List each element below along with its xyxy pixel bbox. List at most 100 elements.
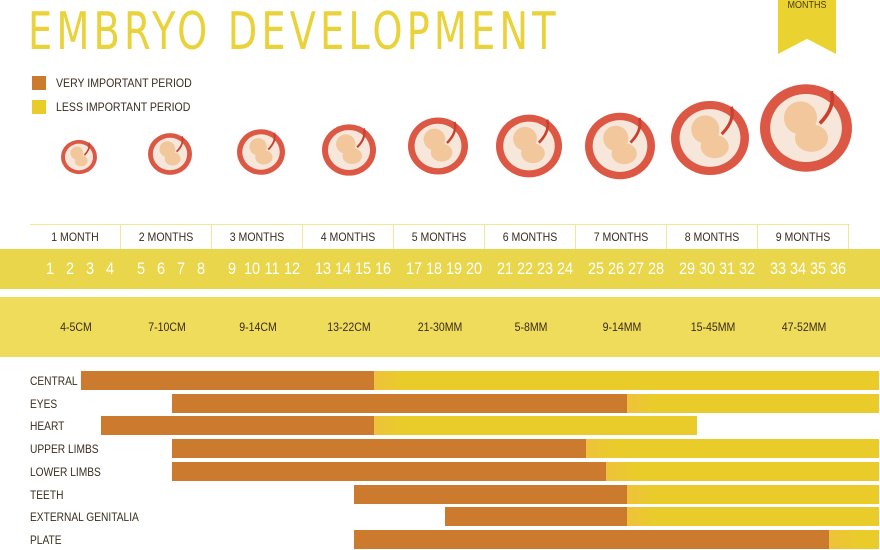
week-number: 35 (809, 259, 827, 278)
month-label: 2 MONTHS (138, 230, 194, 244)
legend-item-very-important: VERY IMPORTANT PERIOD (32, 71, 210, 95)
embryo-size-6: 5-8MM (514, 320, 547, 334)
legend-item-less-important: LESS IMPORTANT PERIOD (32, 95, 210, 119)
month-label: 3 MONTHS (229, 230, 285, 244)
embryo-month-3-illustration (237, 129, 285, 175)
week-number: 16 (374, 259, 392, 278)
embryo-size-2: 7-10CM (147, 320, 186, 334)
embryo-month-1-illustration (61, 139, 97, 175)
week-number: 31 (718, 259, 736, 278)
months-ribbon: MONTHS (778, 0, 836, 54)
embryo-month-5-illustration (408, 117, 468, 175)
very-important-bar (80, 371, 374, 390)
embryo-month-6-illustration (496, 114, 562, 178)
very-important-bar (171, 461, 607, 481)
week-number: 2 (65, 259, 75, 278)
week-number: 6 (156, 259, 166, 278)
organ-label-4: UPPER LIMBS (30, 442, 99, 457)
less-important-bar (373, 416, 698, 436)
less-important-bar (373, 371, 880, 390)
week-number: 22 (516, 259, 534, 278)
embryo-size-5: 21-30MM (417, 320, 462, 334)
embryo-month-7-illustration (585, 112, 655, 180)
page-title: EMBRYO DEVELOPMENT (28, 2, 560, 62)
week-number: 19 (445, 259, 463, 278)
month-label: 4 MONTHS (320, 230, 376, 244)
less-important-bar (626, 393, 880, 413)
legend-swatch-less-important (32, 100, 46, 114)
month-label: 9 MONTHS (775, 230, 831, 244)
embryo-month-2-illustration (148, 133, 192, 175)
organ-label-7: EXTERNAL GENITALIA (30, 510, 139, 525)
organ-label-2: EYES (30, 396, 58, 411)
week-number: 9 (227, 259, 237, 278)
week-number: 5 (136, 259, 146, 278)
week-number: 33 (769, 259, 787, 278)
month-label: 5 MONTHS (411, 230, 467, 244)
week-number: 3 (85, 259, 95, 278)
week-number: 4 (105, 259, 115, 278)
embryo-size-1: 4-5CM (59, 320, 92, 334)
week-number: 15 (354, 259, 372, 278)
week-number: 26 (607, 259, 625, 278)
month-header-5: 5 MONTHS (394, 225, 485, 249)
week-number: 11 (264, 259, 280, 278)
week-number: 28 (647, 259, 665, 278)
embryo-size-9: 47-52MM (781, 320, 826, 334)
very-important-bar (353, 484, 627, 504)
embryo-size-7: 9-14MM (602, 320, 641, 334)
week-number: 36 (829, 259, 847, 278)
week-number: 34 (789, 259, 807, 278)
month-header-1: 1 MONTH (30, 225, 121, 249)
embryo-size-band: 4-5CM 7-10CM 9-14CM 13-22CM 21-30MM 5-8MM 9-14… (0, 297, 880, 357)
organ-label-5: LOWER LIMBS (30, 464, 101, 479)
very-important-bar (444, 507, 627, 527)
week-number: 8 (196, 259, 206, 278)
week-number: 17 (405, 259, 423, 278)
week-number: 18 (425, 259, 443, 278)
ribbon-label: MONTHS (787, 0, 827, 11)
month-label: 7 MONTHS (593, 230, 649, 244)
embryo-size-8: 15-45MM (690, 320, 735, 334)
month-header-6: 6 MONTHS (485, 225, 576, 249)
month-label: 1 MONTH (51, 230, 99, 244)
week-number: 10 (243, 259, 261, 278)
month-header-row: 1 MONTH 2 MONTHS 3 MONTHS 4 MONTHS 5 MONTHS 6… (30, 224, 850, 249)
week-number: 23 (536, 259, 554, 278)
week-number: 25 (587, 259, 605, 278)
week-number: 13 (314, 259, 332, 278)
very-important-bar (171, 393, 627, 413)
month-label: 8 MONTHS (684, 230, 740, 244)
week-number: 21 (496, 259, 514, 278)
legend-swatch-very-important (32, 76, 46, 90)
week-number: 29 (678, 259, 696, 278)
very-important-bar (353, 529, 829, 549)
week-number: 7 (176, 259, 186, 278)
legend-label-very-important: VERY IMPORTANT PERIOD (56, 76, 192, 90)
embryo-month-9-illustration (760, 84, 852, 172)
month-header-4: 4 MONTHS (303, 225, 394, 249)
embryo-month-4-illustration (322, 124, 376, 176)
embryo-size-3: 9-14CM (238, 320, 277, 334)
less-important-bar (626, 507, 880, 527)
organ-label-6: TEETH (30, 487, 64, 502)
legend: VERY IMPORTANT PERIOD LESS IMPORTANT PER… (32, 71, 210, 119)
organ-label-3: HEART (30, 419, 65, 434)
week-number-band: 1 2 3 4 5 6 7 8 9 10 11 12 13 14 15 16 17 18 19 20 21 22 23 24 2… (0, 249, 880, 289)
less-important-bar (828, 529, 880, 549)
embryo-size-4: 13-22CM (326, 320, 371, 334)
week-number: 30 (698, 259, 716, 278)
week-number: 27 (627, 259, 645, 278)
less-important-bar (606, 461, 880, 481)
month-header-3: 3 MONTHS (212, 225, 303, 249)
very-important-bar (100, 416, 374, 436)
week-number: 32 (738, 259, 756, 278)
week-number: 24 (556, 259, 574, 278)
legend-label-less-important: LESS IMPORTANT PERIOD (56, 100, 191, 114)
week-number: 20 (465, 259, 483, 278)
very-important-bar (171, 439, 586, 459)
month-header-8: 8 MONTHS (667, 225, 758, 249)
month-header-2: 2 MONTHS (121, 225, 212, 249)
less-important-bar (626, 484, 880, 504)
month-label: 6 MONTHS (502, 230, 558, 244)
